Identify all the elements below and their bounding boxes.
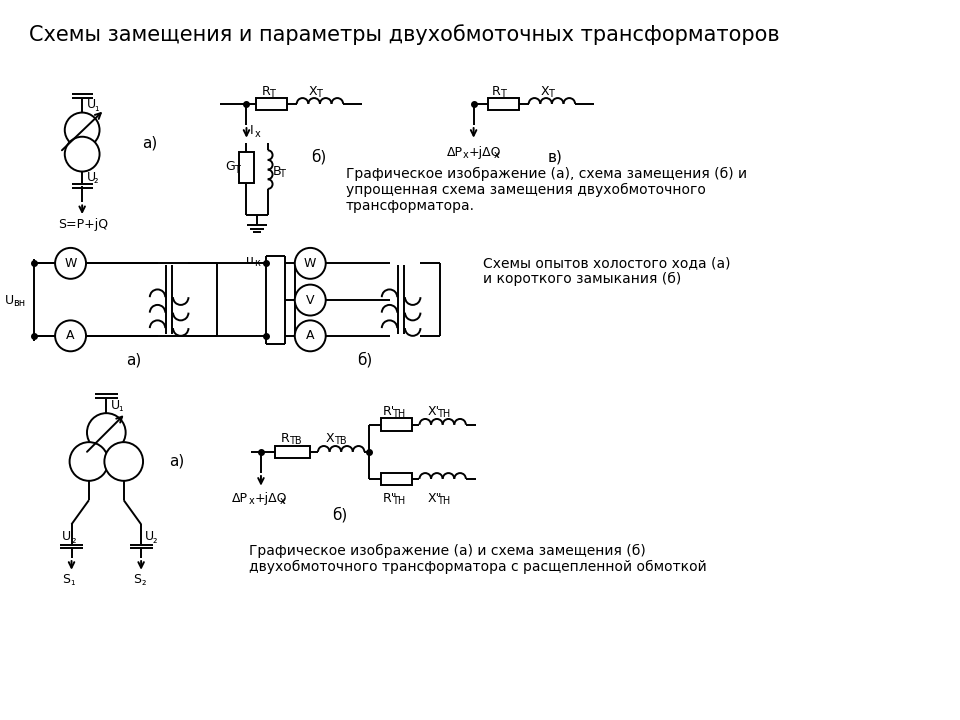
Text: в): в)	[548, 150, 563, 165]
Circle shape	[64, 137, 100, 171]
Text: T: T	[316, 89, 322, 99]
Text: ₁: ₁	[118, 403, 123, 413]
Text: T: T	[279, 169, 285, 179]
Circle shape	[295, 284, 325, 315]
Text: R": R"	[383, 492, 397, 505]
Text: U: U	[111, 399, 120, 412]
Text: T: T	[500, 89, 506, 99]
Text: +jΔQ: +jΔQ	[468, 145, 501, 158]
Text: ₂: ₂	[153, 535, 157, 545]
Circle shape	[55, 248, 86, 279]
Text: U: U	[87, 171, 96, 184]
Bar	[488, 98, 519, 110]
Text: W: W	[64, 257, 77, 270]
Text: а): а)	[169, 454, 184, 469]
Bar	[256, 98, 287, 110]
Text: б): б)	[332, 507, 348, 523]
Text: I: I	[250, 125, 253, 138]
Text: S=P+jQ: S=P+jQ	[58, 218, 108, 231]
Text: U: U	[145, 531, 155, 544]
Text: x: x	[255, 129, 261, 139]
Text: R': R'	[383, 405, 395, 418]
Text: А: А	[66, 329, 75, 342]
Bar	[381, 472, 412, 485]
Text: ТВ: ТВ	[334, 436, 348, 446]
Text: R: R	[492, 85, 501, 98]
Text: S: S	[61, 573, 70, 586]
Text: X: X	[540, 85, 549, 98]
Text: Графическое изображение (а), схема замещения (б) и
упрощенная схема замещения дв: Графическое изображение (а), схема замещ…	[346, 167, 747, 213]
Text: ТВ: ТВ	[289, 436, 301, 446]
Text: T: T	[269, 89, 275, 99]
Text: ТН: ТН	[437, 496, 450, 506]
Text: Схемы опытов холостого хода (а)
и короткого замыкания (б): Схемы опытов холостого хода (а) и коротк…	[483, 256, 731, 286]
Text: S: S	[133, 573, 141, 586]
Text: вн: вн	[13, 298, 26, 308]
Text: б): б)	[311, 149, 326, 165]
Text: U: U	[87, 99, 96, 112]
Text: Графическое изображение (а) и схема замещения (б)
двухобмоточного трансформатора: Графическое изображение (а) и схема заме…	[250, 544, 708, 574]
Text: Схемы замещения и параметры двухобмоточных трансформаторов: Схемы замещения и параметры двухобмоточн…	[29, 24, 780, 45]
Text: ₁: ₁	[94, 103, 98, 113]
Text: T: T	[234, 165, 240, 174]
Text: x: x	[279, 496, 285, 506]
Text: ТН: ТН	[393, 409, 406, 419]
Text: W: W	[304, 257, 317, 270]
Text: x: x	[463, 150, 468, 160]
Text: а): а)	[142, 135, 157, 150]
Text: X: X	[308, 85, 317, 98]
Text: X": X"	[427, 492, 442, 505]
Text: x: x	[493, 150, 499, 160]
Text: T: T	[548, 89, 554, 99]
Text: u: u	[247, 254, 254, 267]
Text: ₁: ₁	[70, 577, 75, 588]
Text: ΔP: ΔP	[446, 145, 463, 158]
Text: ₂: ₂	[94, 175, 98, 185]
Text: X': X'	[427, 405, 440, 418]
Bar	[239, 152, 254, 183]
Text: ТН: ТН	[437, 409, 450, 419]
Text: +jΔQ: +jΔQ	[254, 492, 287, 505]
Text: V: V	[306, 294, 315, 307]
Circle shape	[69, 442, 108, 481]
Circle shape	[105, 442, 143, 481]
Text: ₂: ₂	[141, 577, 146, 588]
Circle shape	[295, 248, 325, 279]
Text: ТН: ТН	[393, 496, 406, 506]
Circle shape	[87, 413, 126, 452]
Text: X: X	[325, 432, 334, 445]
Text: x: x	[249, 496, 254, 506]
Text: б): б)	[358, 352, 372, 368]
Text: R: R	[262, 85, 271, 98]
Text: А: А	[306, 329, 315, 342]
Circle shape	[55, 320, 86, 351]
Text: ₂: ₂	[72, 535, 76, 545]
Text: R: R	[280, 432, 289, 445]
Circle shape	[295, 320, 325, 351]
Text: к: к	[254, 258, 260, 269]
Bar	[276, 446, 310, 458]
Bar	[381, 418, 412, 431]
Circle shape	[64, 112, 100, 148]
Text: G: G	[226, 160, 235, 174]
Text: ΔP: ΔP	[232, 492, 248, 505]
Text: B: B	[273, 165, 281, 178]
Text: U: U	[5, 294, 14, 307]
Text: а): а)	[126, 353, 141, 367]
Text: U: U	[61, 531, 71, 544]
